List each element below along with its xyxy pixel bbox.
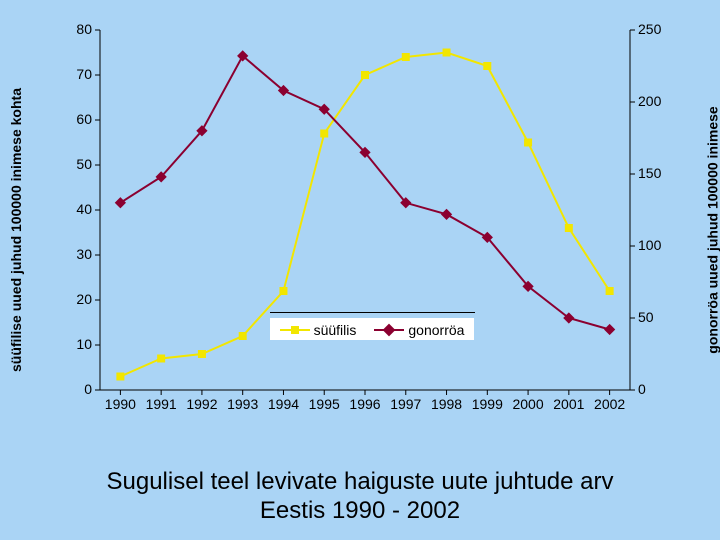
legend-swatch	[374, 329, 404, 331]
y-left-tick: 0	[62, 381, 92, 397]
legend-item: gonorröa	[374, 322, 464, 338]
legend: süüfilis gonorröa	[270, 318, 475, 340]
x-tick: 1994	[263, 396, 303, 412]
series-marker-süüfilis	[565, 224, 573, 232]
series-marker-süüfilis	[116, 373, 124, 381]
y-right-tick: 100	[638, 237, 673, 253]
diamond-icon	[383, 324, 396, 337]
slide: süüfilise uued juhud 100000 inimese koht…	[0, 0, 720, 540]
y-left-tick: 40	[62, 201, 92, 217]
x-tick: 1997	[386, 396, 426, 412]
x-tick: 1999	[467, 396, 507, 412]
series-marker-gonorröa	[441, 209, 452, 220]
square-icon	[291, 326, 299, 334]
series-marker-süüfilis	[524, 139, 532, 147]
series-line-gonorröa	[120, 56, 609, 330]
series-marker-gonorröa	[604, 324, 615, 335]
y-right-tick: 150	[638, 165, 673, 181]
legend-label: gonorröa	[408, 322, 464, 338]
series-marker-süüfilis	[157, 355, 165, 363]
chart: süüfilise uued juhud 100000 inimese koht…	[30, 20, 690, 440]
series-marker-süüfilis	[483, 62, 491, 70]
y-left-tick: 80	[62, 21, 92, 37]
legend-swatch	[280, 329, 310, 331]
series-marker-süüfilis	[198, 350, 206, 358]
y-left-tick: 30	[62, 246, 92, 262]
series-marker-süüfilis	[402, 53, 410, 61]
x-tick: 2000	[508, 396, 548, 412]
caption: Sugulisel teel levivate haiguste uute ju…	[0, 468, 720, 526]
y-right-tick: 0	[638, 381, 673, 397]
x-tick: 1998	[427, 396, 467, 412]
y-left-tick: 10	[62, 336, 92, 352]
caption-line-1: Sugulisel teel levivate haiguste uute ju…	[107, 468, 614, 495]
y-left-tick: 70	[62, 66, 92, 82]
y-left-tick: 50	[62, 156, 92, 172]
series-marker-süüfilis	[239, 332, 247, 340]
series-marker-süüfilis	[361, 71, 369, 79]
x-tick: 2002	[590, 396, 630, 412]
y-right-tick: 50	[638, 309, 673, 325]
y-right-tick: 200	[638, 93, 673, 109]
y-left-tick: 20	[62, 291, 92, 307]
plot-svg	[30, 20, 690, 440]
y-right-axis-label: gonorröa uued juhud 100000 inimesekohta	[704, 106, 720, 353]
series-marker-süüfilis	[279, 287, 287, 295]
legend-top-line	[270, 312, 475, 313]
series-marker-süüfilis	[443, 49, 451, 57]
x-tick: 1995	[304, 396, 344, 412]
legend-label: süüfilis	[314, 322, 357, 338]
x-tick: 1992	[182, 396, 222, 412]
y-left-axis-label: süüfilise uued juhud 100000 inimese koht…	[8, 88, 24, 372]
series-marker-süüfilis	[606, 287, 614, 295]
caption-line-2: Eestis 1990 - 2002	[260, 497, 460, 524]
x-tick: 1993	[223, 396, 263, 412]
x-tick: 1996	[345, 396, 385, 412]
legend-item: süüfilis	[280, 322, 357, 338]
y-left-tick: 60	[62, 111, 92, 127]
series-marker-süüfilis	[320, 130, 328, 138]
x-tick: 2001	[549, 396, 589, 412]
series-marker-gonorröa	[115, 197, 126, 208]
y-right-tick: 250	[638, 21, 673, 37]
x-tick: 1991	[141, 396, 181, 412]
x-tick: 1990	[100, 396, 140, 412]
